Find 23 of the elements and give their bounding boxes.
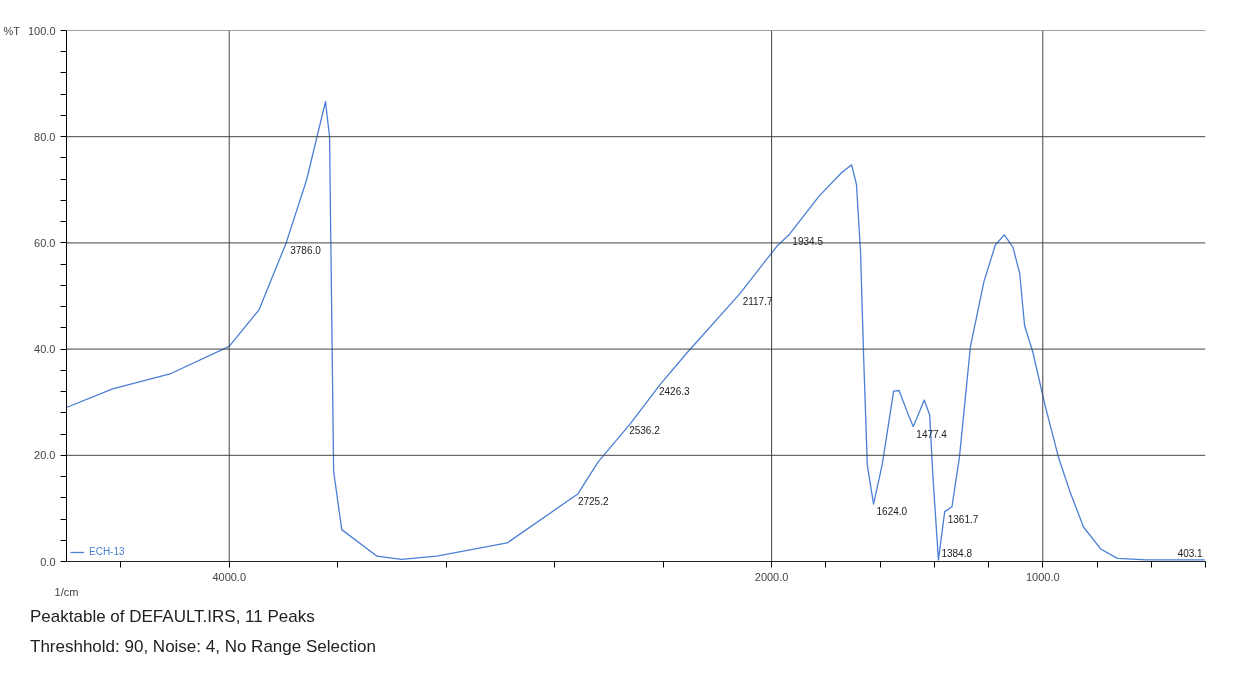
annotation: 1384.8 [941, 547, 973, 559]
annotation: 2536.2 [629, 425, 661, 437]
y-tick-label: 80.0 [34, 130, 56, 143]
y-tick-label: 60.0 [34, 236, 56, 249]
annotation: 2725.2 [577, 496, 609, 508]
y-tick-label: 100.0 [27, 24, 56, 37]
text: Threshhold: 90, Noise: 4, No Range Selection [30, 636, 376, 658]
x-axis-title: 1/cm [54, 585, 79, 598]
y-tick-label: 40.0 [34, 343, 56, 356]
annotation: 1361.7 [947, 513, 979, 525]
x-tick-label: 1000.0 [1025, 570, 1060, 583]
annotation: 403.1 [1177, 547, 1204, 559]
annotation: 3786.0 [290, 244, 322, 256]
annotation: 2426.3 [658, 386, 691, 398]
y-axis-title: %T [3, 24, 21, 37]
legend-label: ECH-13 [89, 546, 125, 557]
text: Peaktable of DEFAULT.IRS, 11 Peaks [30, 606, 315, 628]
y-tick-label: 20.0 [34, 449, 56, 462]
annotation: 1934.5 [792, 236, 824, 248]
x-tick-label: 4000.0 [212, 570, 247, 583]
y-tick-label: 0.0 [40, 555, 56, 568]
x-tick-label: 2000.0 [754, 570, 789, 583]
annotation: 1624.0 [876, 506, 908, 518]
